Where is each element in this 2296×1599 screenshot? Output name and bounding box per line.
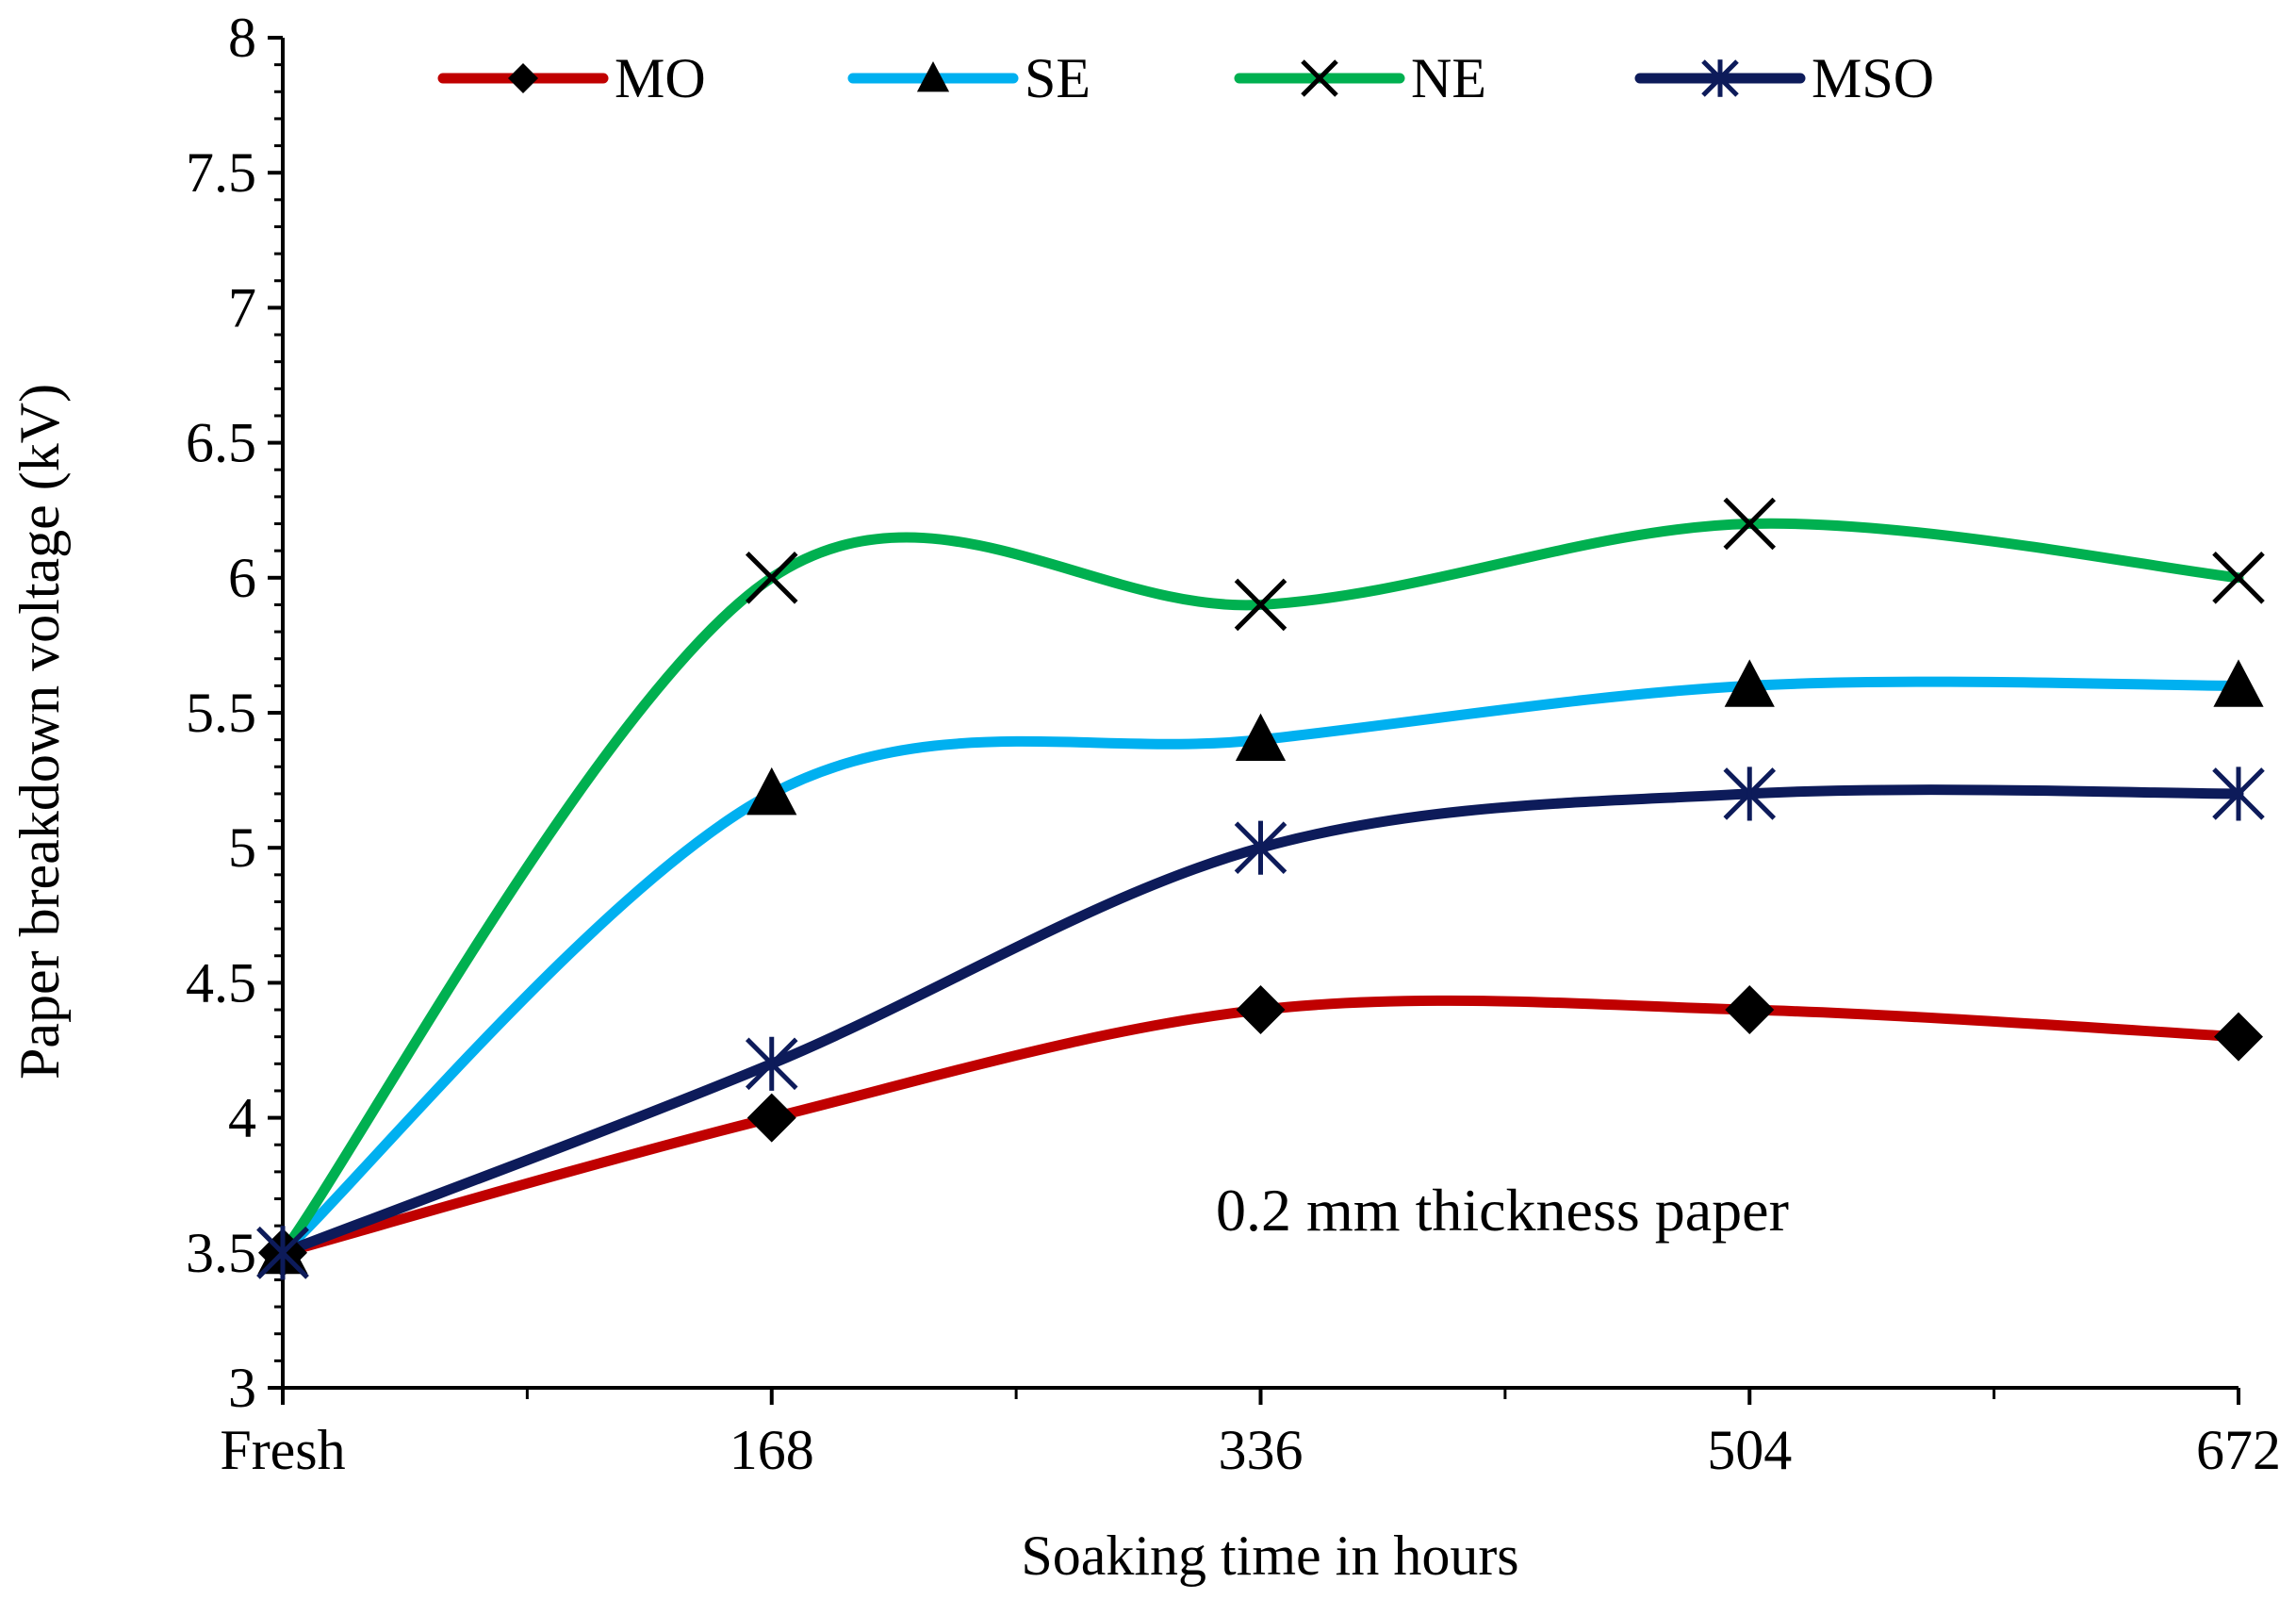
series-line-ne: [277, 518, 2244, 1259]
y-tick-label: 3.5: [186, 1222, 256, 1284]
y-axis-ticks: 3 3.5 4 4.5 5 5.5 6 6.5 7 7.5 8: [186, 7, 283, 1419]
data-point-se: [746, 767, 797, 816]
legend-marker: [1301, 59, 1338, 97]
y-tick-label: 7: [228, 276, 256, 338]
data-point-ne: [745, 552, 798, 604]
y-tick-label: 5.5: [186, 682, 256, 744]
chart-annotation: 0.2 mm thickness paper: [1216, 1177, 1789, 1244]
y-tick-label: 4.5: [186, 951, 256, 1014]
x-tick-label: 504: [1707, 1419, 1792, 1481]
x-axis-ticks: Fresh 168 336 504 672: [220, 1388, 2281, 1481]
data-point-ne: [2212, 552, 2265, 604]
data-point-mo: [1236, 985, 1286, 1035]
y-tick-label: 6.5: [186, 412, 256, 474]
data-point-se: [2213, 659, 2264, 707]
y-tick-label: 5: [228, 816, 256, 879]
data-point-mo: [2214, 1012, 2263, 1062]
x-tick-label: 336: [1219, 1419, 1304, 1481]
x-axis-title: Soaking time in hours: [1021, 1525, 1518, 1587]
legend-label: NE: [1411, 47, 1486, 109]
legend-label: MSO: [1812, 47, 1934, 109]
legend-item-mso: MSO: [1634, 47, 1934, 109]
legend-label: SE: [1025, 47, 1091, 109]
series-line-se: [277, 676, 2244, 1259]
legend-item-se: SE: [847, 47, 1091, 109]
y-tick-label: 6: [228, 547, 256, 609]
series-markers: [256, 497, 2265, 1280]
data-point-mo: [1725, 985, 1775, 1035]
y-tick-label: 8: [228, 7, 256, 69]
data-point-mso: [256, 1226, 309, 1280]
data-point-mso: [745, 1036, 798, 1091]
series-lines: [277, 518, 2244, 1259]
legend-item-ne: NE: [1234, 47, 1486, 109]
data-point-mo: [746, 1093, 796, 1143]
legend-marker: [916, 61, 950, 92]
data-point-mso: [1234, 820, 1287, 875]
data-point-se: [1724, 659, 1775, 707]
legend-marker: [508, 63, 538, 93]
data-point-ne: [1723, 497, 1777, 551]
data-point-ne: [1234, 578, 1287, 632]
y-axis-title: Paper breakdown voltage (kV): [8, 384, 71, 1080]
y-tick-label: 4: [228, 1087, 256, 1149]
legend-label: MO: [615, 47, 706, 109]
x-tick-label: 672: [2196, 1419, 2281, 1481]
y-tick-label: 7.5: [186, 141, 256, 204]
data-point-se: [1235, 713, 1287, 762]
x-tick-label: Fresh: [220, 1419, 345, 1481]
legend-marker: [1701, 59, 1739, 97]
legend: MO SE NE MSO: [437, 47, 1934, 109]
data-point-mso: [2212, 767, 2265, 821]
data-point-mso: [1723, 767, 1777, 821]
y-tick-label: 3: [228, 1357, 256, 1419]
legend-item-mo: MO: [437, 47, 706, 109]
x-tick-label: 168: [730, 1419, 814, 1481]
